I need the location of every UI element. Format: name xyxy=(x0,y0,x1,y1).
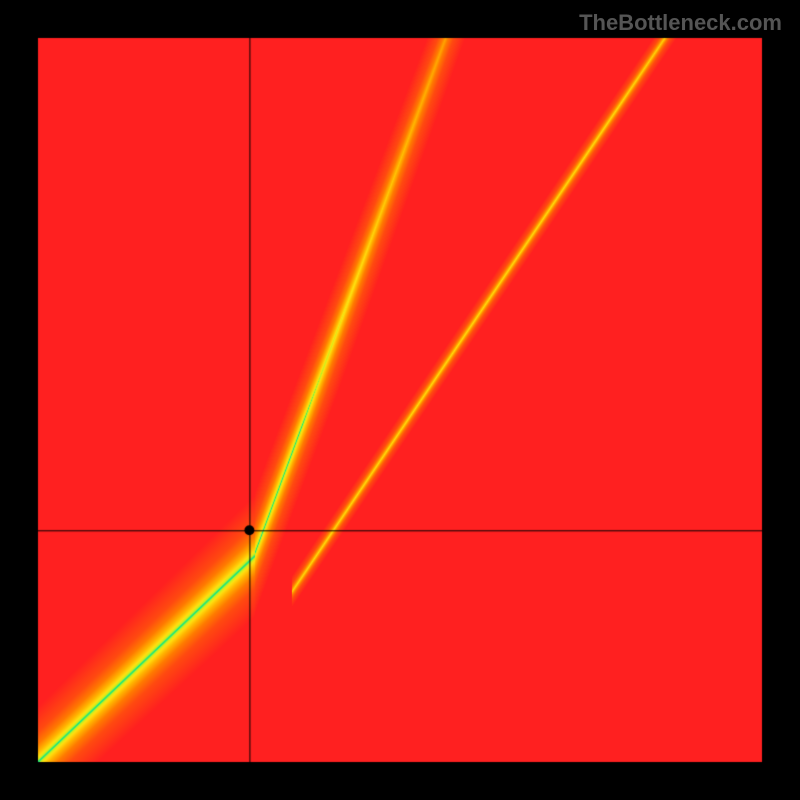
chart-container: TheBottleneck.com xyxy=(0,0,800,800)
bottleneck-heatmap xyxy=(0,0,800,800)
watermark-text: TheBottleneck.com xyxy=(579,10,782,36)
